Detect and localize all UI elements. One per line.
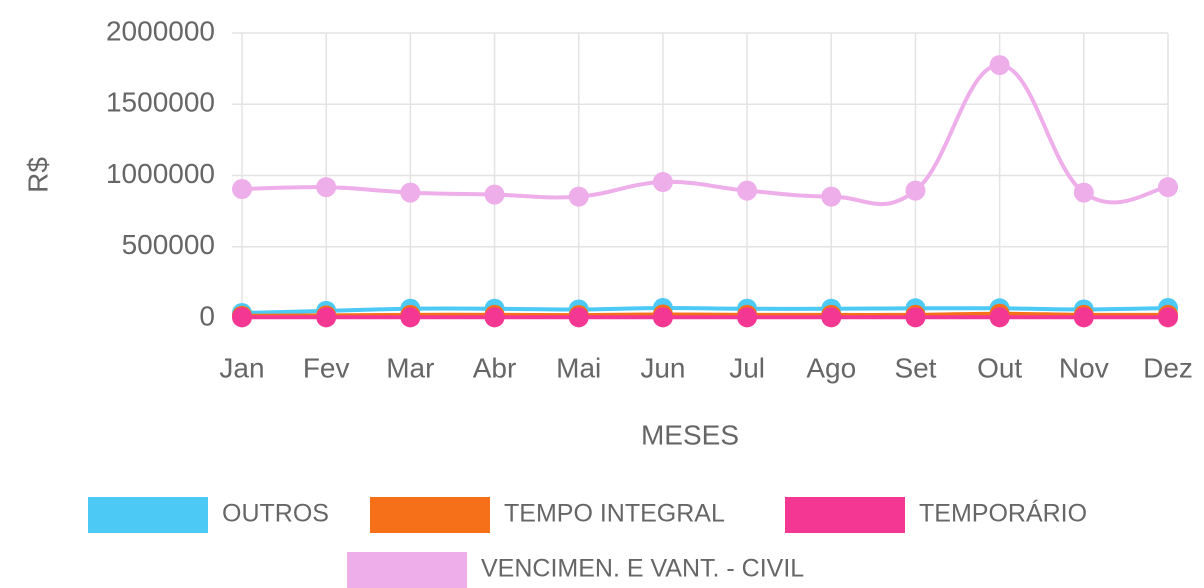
y-axis-title: R$ xyxy=(22,157,53,193)
data-point xyxy=(400,307,421,328)
legend-swatch xyxy=(88,497,208,533)
data-point xyxy=(232,307,252,328)
data-point xyxy=(400,182,421,203)
x-tick-label: Fev xyxy=(303,352,350,383)
y-tick-label: 0 xyxy=(199,300,215,331)
data-point xyxy=(484,184,505,205)
data-point xyxy=(484,307,505,328)
data-point xyxy=(568,307,589,328)
x-tick-label: Abr xyxy=(473,352,517,383)
data-point xyxy=(821,186,842,207)
x-tick-label: Jun xyxy=(640,352,685,383)
y-tick-label: 1500000 xyxy=(106,87,215,118)
legend-swatch xyxy=(785,497,905,533)
y-tick-label: 2000000 xyxy=(106,15,215,46)
x-axis-title: MESES xyxy=(641,419,739,450)
data-point xyxy=(1158,177,1178,198)
data-point xyxy=(316,177,337,198)
x-tick-label: Nov xyxy=(1059,352,1109,383)
data-point xyxy=(568,186,589,207)
data-point xyxy=(316,307,337,328)
data-point xyxy=(989,307,1010,328)
data-point xyxy=(1073,182,1094,203)
data-point xyxy=(652,172,673,193)
data-point xyxy=(232,179,252,200)
x-tick-label: Jan xyxy=(219,352,264,383)
y-tick-label: 500000 xyxy=(122,229,215,260)
y-tick-label: 1000000 xyxy=(106,158,215,189)
data-point xyxy=(1073,307,1094,328)
x-tick-label: Ago xyxy=(806,352,856,383)
legend-label: TEMPORÁRIO xyxy=(919,499,1087,528)
legend-label: OUTROS xyxy=(222,500,329,528)
data-point xyxy=(905,307,926,328)
legend-swatch xyxy=(347,552,467,588)
series-line xyxy=(241,63,1169,207)
x-tick-label: Dez xyxy=(1143,352,1193,383)
data-point xyxy=(989,55,1010,76)
data-point xyxy=(737,307,758,328)
x-tick-label: Mar xyxy=(386,352,434,383)
data-point xyxy=(737,180,758,201)
data-point xyxy=(905,180,926,201)
data-point xyxy=(1158,307,1178,328)
legend-label: VENCIMEN. E VANT. - CIVIL xyxy=(481,555,804,583)
x-tick-label: Jul xyxy=(729,352,765,383)
data-point xyxy=(821,307,842,328)
legend-label: TEMPO INTEGRAL xyxy=(504,500,725,528)
x-tick-label: Mai xyxy=(556,352,601,383)
data-point xyxy=(652,307,673,328)
x-tick-label: Out xyxy=(977,352,1022,383)
legend-swatch xyxy=(370,497,490,533)
x-tick-label: Set xyxy=(894,352,936,383)
